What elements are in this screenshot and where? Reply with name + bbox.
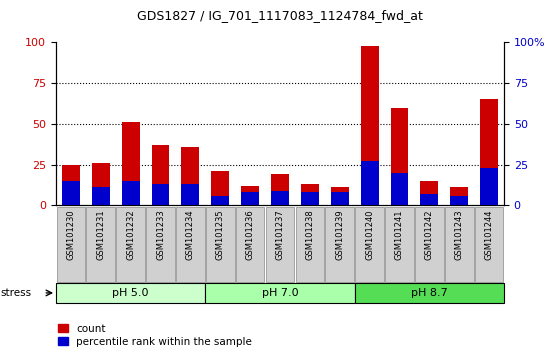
FancyBboxPatch shape: [445, 207, 474, 282]
FancyBboxPatch shape: [236, 207, 264, 282]
Text: GSM101232: GSM101232: [126, 209, 135, 260]
FancyBboxPatch shape: [56, 283, 206, 303]
Text: GSM101242: GSM101242: [425, 209, 434, 260]
FancyBboxPatch shape: [265, 207, 295, 282]
Bar: [241, 192, 259, 205]
Bar: [271, 191, 289, 205]
Bar: [211, 195, 229, 205]
Text: GSM101238: GSM101238: [305, 209, 314, 260]
Text: GSM101233: GSM101233: [156, 209, 165, 260]
Text: pH 7.0: pH 7.0: [262, 288, 298, 298]
Bar: [92, 187, 110, 205]
Text: GSM101234: GSM101234: [186, 209, 195, 260]
Bar: [421, 194, 438, 205]
FancyBboxPatch shape: [86, 207, 115, 282]
Text: GSM101244: GSM101244: [484, 209, 493, 260]
FancyBboxPatch shape: [296, 207, 324, 282]
FancyBboxPatch shape: [206, 283, 354, 303]
Bar: [152, 184, 170, 205]
Bar: [480, 168, 498, 205]
FancyBboxPatch shape: [116, 207, 145, 282]
FancyBboxPatch shape: [354, 283, 504, 303]
Bar: [331, 192, 349, 205]
Bar: [92, 163, 110, 205]
Bar: [361, 46, 379, 205]
Bar: [450, 195, 468, 205]
FancyBboxPatch shape: [176, 207, 205, 282]
Bar: [480, 99, 498, 205]
Bar: [331, 187, 349, 205]
Bar: [181, 147, 199, 205]
Bar: [181, 184, 199, 205]
FancyBboxPatch shape: [325, 207, 354, 282]
Text: GSM101236: GSM101236: [246, 209, 255, 260]
Bar: [421, 181, 438, 205]
Text: GSM101243: GSM101243: [455, 209, 464, 260]
Text: pH 5.0: pH 5.0: [113, 288, 149, 298]
Text: GSM101235: GSM101235: [216, 209, 225, 260]
Bar: [271, 175, 289, 205]
Legend: count, percentile rank within the sample: count, percentile rank within the sample: [55, 321, 254, 349]
FancyBboxPatch shape: [475, 207, 503, 282]
Bar: [122, 181, 139, 205]
FancyBboxPatch shape: [146, 207, 175, 282]
Bar: [241, 186, 259, 205]
Bar: [301, 192, 319, 205]
FancyBboxPatch shape: [385, 207, 414, 282]
FancyBboxPatch shape: [57, 207, 85, 282]
Bar: [152, 145, 170, 205]
Text: GSM101239: GSM101239: [335, 209, 344, 260]
FancyBboxPatch shape: [355, 207, 384, 282]
Text: GSM101230: GSM101230: [67, 209, 76, 260]
Text: GSM101237: GSM101237: [276, 209, 284, 260]
Text: GSM101240: GSM101240: [365, 209, 374, 260]
Bar: [122, 122, 139, 205]
FancyBboxPatch shape: [415, 207, 444, 282]
Bar: [361, 161, 379, 205]
Bar: [62, 181, 80, 205]
Text: pH 8.7: pH 8.7: [411, 288, 447, 298]
Text: GDS1827 / IG_701_1117083_1124784_fwd_at: GDS1827 / IG_701_1117083_1124784_fwd_at: [137, 9, 423, 22]
Bar: [62, 165, 80, 205]
Bar: [211, 171, 229, 205]
Text: GSM101241: GSM101241: [395, 209, 404, 260]
Bar: [301, 184, 319, 205]
Text: stress: stress: [1, 288, 32, 298]
FancyBboxPatch shape: [206, 207, 235, 282]
Text: GSM101231: GSM101231: [96, 209, 105, 260]
Bar: [390, 173, 408, 205]
Bar: [390, 108, 408, 205]
Bar: [450, 187, 468, 205]
